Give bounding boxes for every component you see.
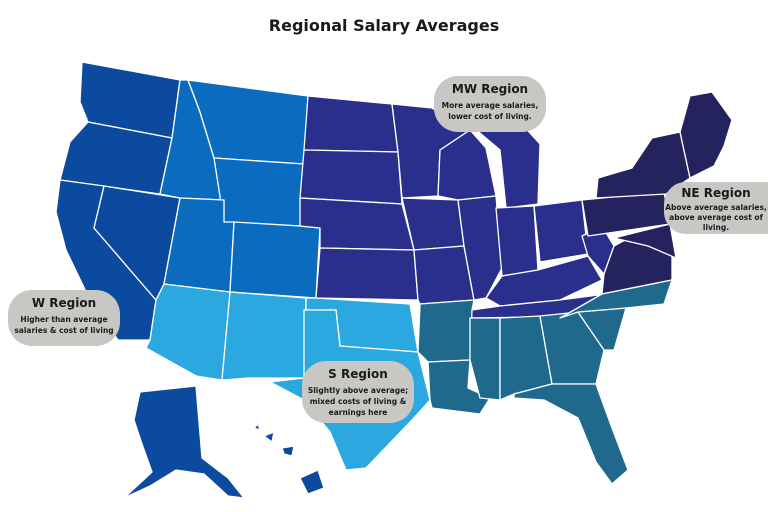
- state-north-dakota: [303, 95, 399, 153]
- ne-region-heading: NE Region: [681, 186, 751, 200]
- w-region-heading: W Region: [31, 296, 97, 310]
- ne-region-description: Above average salaries, above average co…: [664, 203, 768, 233]
- w-line-1: Higher than average: [20, 315, 108, 324]
- mw-region-description: More average salaries, lower cost of liv…: [434, 100, 546, 122]
- callout-ne-region: NE Region Above average salaries, above …: [664, 182, 768, 234]
- callout-mw-region: MW Region More average salaries, lower c…: [434, 76, 546, 132]
- map-title: Regional Salary Averages: [268, 16, 500, 35]
- s-region-heading: S Region: [328, 367, 388, 381]
- state-kansas: [315, 247, 419, 301]
- callout-w-region: W Region Higher than average salaries & …: [8, 290, 120, 346]
- s-region-description: Slightly above average; mixed costs of l…: [302, 385, 414, 418]
- state-ohio: [533, 199, 589, 263]
- state-new-england: [679, 91, 733, 179]
- w-line-2: salaries & cost of living: [14, 326, 114, 335]
- state-arizona: [145, 283, 231, 381]
- ne-line-3: living.: [702, 223, 730, 232]
- state-wyoming: [213, 157, 305, 227]
- state-mississippi: [469, 317, 501, 401]
- state-florida: [513, 383, 629, 485]
- state-arkansas: [417, 299, 475, 363]
- ne-line-1: Above average salaries,: [665, 203, 767, 212]
- s-line-2: mixed costs of living &: [309, 397, 407, 406]
- state-colorado: [229, 221, 321, 299]
- state-maryland-nj: [613, 223, 677, 259]
- state-hawaii-big-island: [299, 469, 325, 495]
- state-alaska: [123, 385, 245, 499]
- w-region-description: Higher than average salaries & cost of l…: [8, 314, 120, 336]
- mw-line-2: lower cost of living.: [448, 112, 532, 121]
- state-louisiana: [427, 359, 491, 415]
- state-new-mexico: [221, 291, 307, 381]
- state-hawaii-islands: [253, 423, 295, 457]
- callout-s-region: S Region Slightly above average; mixed c…: [302, 361, 414, 423]
- mw-region-heading: MW Region: [451, 82, 529, 96]
- state-north-carolina: [559, 279, 673, 319]
- mw-line-1: More average salaries,: [441, 101, 539, 110]
- state-indiana: [495, 205, 539, 277]
- s-line-3: earnings here: [328, 408, 388, 417]
- state-south-dakota: [299, 149, 403, 205]
- s-line-1: Slightly above average;: [307, 386, 409, 395]
- ne-line-2: above average cost of: [669, 213, 763, 222]
